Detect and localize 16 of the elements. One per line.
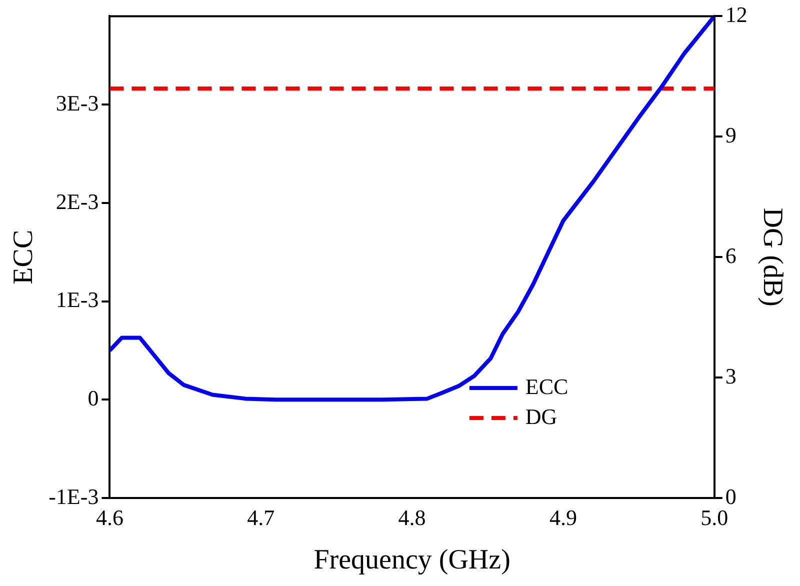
y-tick-label: 3E-3 xyxy=(56,90,99,116)
x-tick-label: 4.7 xyxy=(247,504,275,530)
y2-tick-label: 6 xyxy=(725,242,736,268)
y2-axis-title: DG (dB) xyxy=(756,208,788,306)
y-axis-title: ECC xyxy=(8,230,40,284)
y-tick-label: 1E-3 xyxy=(56,287,99,312)
x-tick-label: 4.8 xyxy=(398,504,426,530)
y2-tick-label: 9 xyxy=(725,122,736,148)
x-axis-title: Frequency (GHz) xyxy=(314,544,510,576)
y2-tick-label: 12 xyxy=(725,2,748,27)
y-tick-label: 0 xyxy=(88,385,99,410)
x-tick-label: 4.9 xyxy=(549,504,577,530)
y-tick-label: 2E-3 xyxy=(56,188,99,214)
y2-tick-label: 3 xyxy=(725,363,736,388)
legend-label: ECC xyxy=(525,374,568,399)
legend-label: DG xyxy=(525,404,558,429)
